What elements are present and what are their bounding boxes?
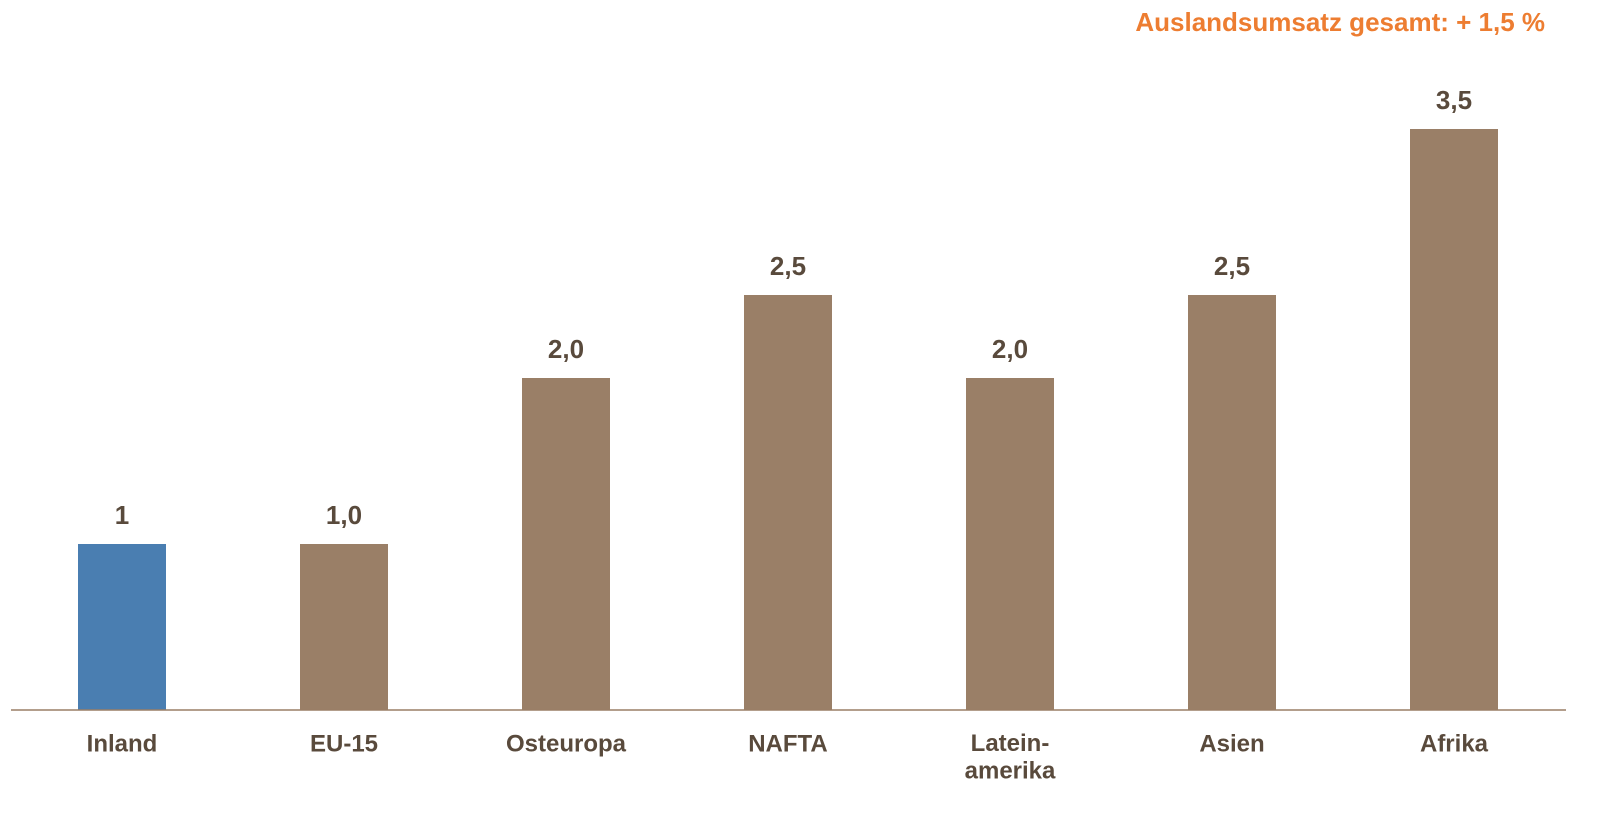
value-label: 2,5 <box>1214 251 1250 281</box>
x-tick-label: Asien <box>1199 730 1264 757</box>
bar <box>522 378 610 710</box>
value-label: 2,5 <box>770 251 806 281</box>
x-tick-label: NAFTA <box>748 730 828 757</box>
x-tick-label: Afrika <box>1420 730 1489 757</box>
bar <box>1188 295 1276 710</box>
annotation: Auslandsumsatz gesamt: + 1,5 % <box>1135 7 1545 37</box>
value-label: 2,0 <box>548 334 584 364</box>
x-tick-label: Inland <box>87 730 158 757</box>
value-label: 1 <box>115 500 129 530</box>
bar <box>1410 129 1498 710</box>
bar <box>78 544 166 710</box>
bar <box>966 378 1054 710</box>
x-tick-label: EU-15 <box>310 730 378 757</box>
bar <box>744 295 832 710</box>
x-tick-label: Latein-amerika <box>965 730 1056 785</box>
value-label: 3,5 <box>1436 85 1472 115</box>
value-label: 2,0 <box>992 334 1028 364</box>
x-tick-label: Osteuropa <box>506 730 627 757</box>
value-label: 1,0 <box>326 500 362 530</box>
bar <box>300 544 388 710</box>
